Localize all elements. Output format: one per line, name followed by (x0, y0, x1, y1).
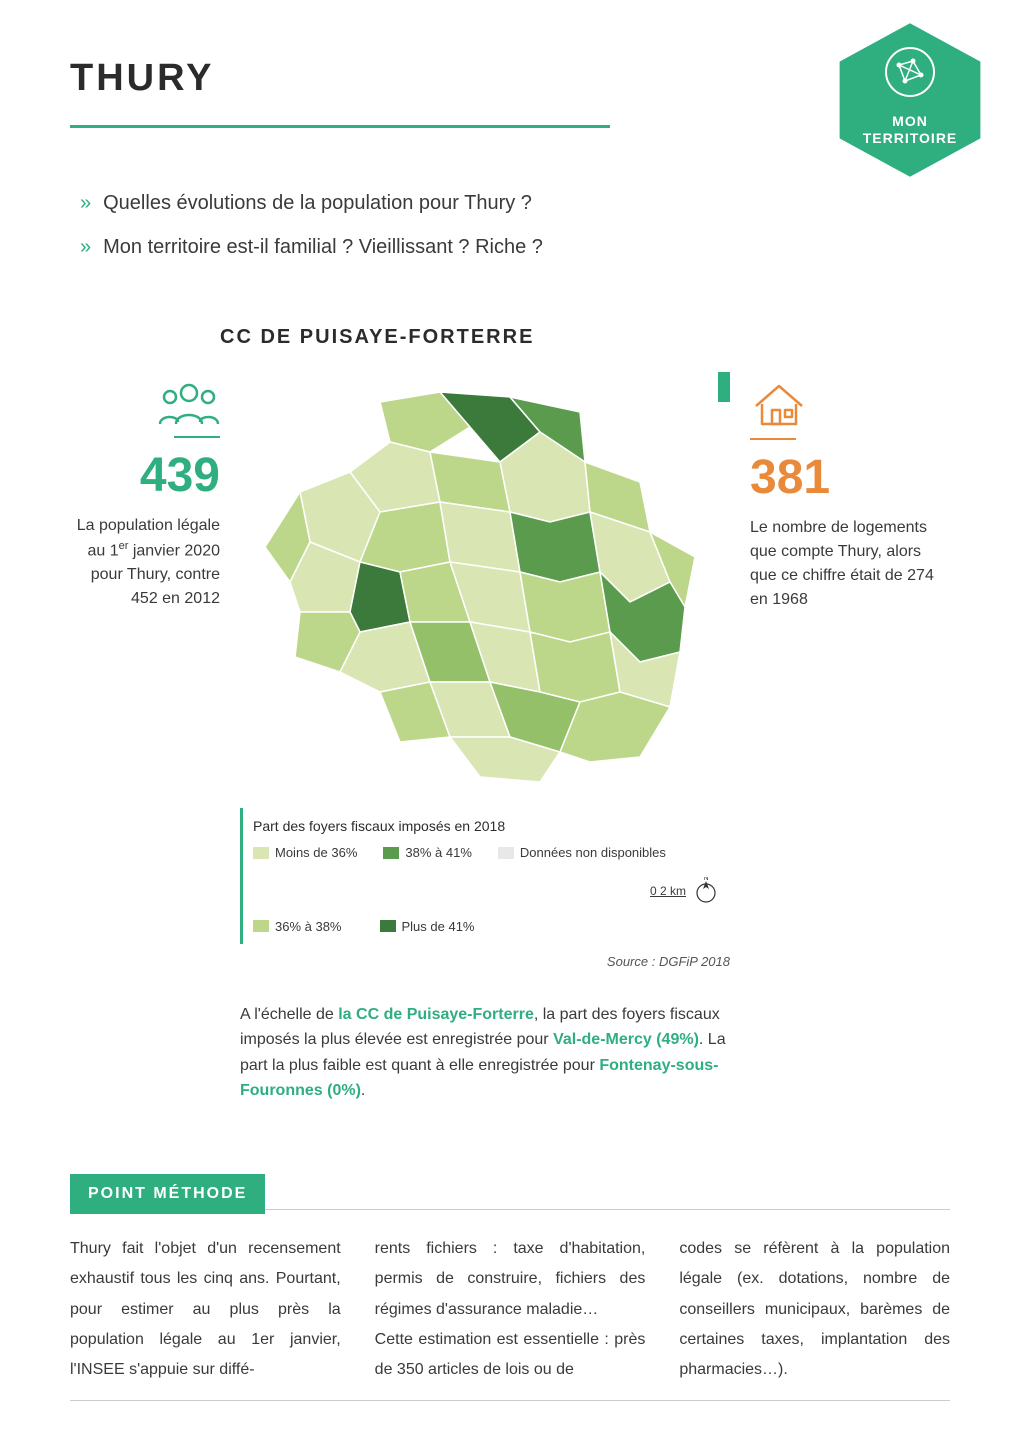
legend-item: Données non disponibles (498, 843, 666, 863)
compass-icon: N (692, 877, 720, 905)
section-title: CC DE PUISAYE-FORTERRE (220, 322, 950, 352)
method-col-2: rents fichiers : taxe d'habitation, perm… (375, 1234, 646, 1386)
map-svg (240, 372, 730, 792)
people-icon (70, 382, 220, 426)
question-list: » Quelles évolutions de la population po… (80, 188, 950, 262)
question-text: Mon territoire est-il familial ? Vieilli… (103, 232, 543, 262)
legend-title: Part des foyers fiscaux imposés en 2018 (253, 816, 720, 837)
territory-badge: MON TERRITOIRE (830, 20, 990, 180)
stat-housing-value: 381 (750, 454, 940, 502)
stat-housing-desc: Le nombre de logements que compte Thury,… (750, 516, 940, 612)
legend-item: Moins de 36% (253, 843, 357, 863)
chevron-icon: » (80, 188, 91, 218)
stat-population-value: 439 (70, 452, 220, 500)
house-icon (750, 382, 940, 428)
svg-text:N: N (703, 877, 708, 882)
analysis-text: A l'échelle de la CC de Puisaye-Forterre… (240, 1002, 740, 1104)
method-section: POINT MÉTHODE Thury fait l'objet d'un re… (70, 1174, 950, 1401)
stat-housing: 381 Le nombre de logements que compte Th… (750, 372, 940, 612)
map-legend: Part des foyers fiscaux imposés en 2018 … (240, 808, 730, 944)
chart-network-icon (883, 45, 937, 107)
map-source: Source : DGFiP 2018 (240, 952, 730, 972)
stat-population: 439 La population légale au 1er janvier … (70, 372, 220, 611)
chevron-icon: » (80, 232, 91, 262)
question-item: » Mon territoire est-il familial ? Vieil… (80, 232, 950, 262)
question-text: Quelles évolutions de la population pour… (103, 188, 532, 218)
stat-population-desc: La population légale au 1er janvier 2020… (70, 514, 220, 611)
method-label: POINT MÉTHODE (70, 1174, 265, 1214)
legend-item: 36% à 38% Plus de 41% (253, 917, 720, 937)
badge-text-2: TERRITOIRE (863, 130, 958, 147)
question-item: » Quelles évolutions de la population po… (80, 188, 950, 218)
page-title: THURY (70, 50, 610, 128)
method-col-3: codes se réfèrent à la population légale… (679, 1234, 950, 1386)
badge-text-1: MON (863, 113, 958, 130)
legend-item: 38% à 41% (383, 843, 472, 863)
method-col-1: Thury fait l'objet d'un recensement exha… (70, 1234, 341, 1386)
choropleth-map: Part des foyers fiscaux imposés en 2018 … (240, 372, 730, 972)
map-scale: 0 2 km N (650, 877, 720, 905)
